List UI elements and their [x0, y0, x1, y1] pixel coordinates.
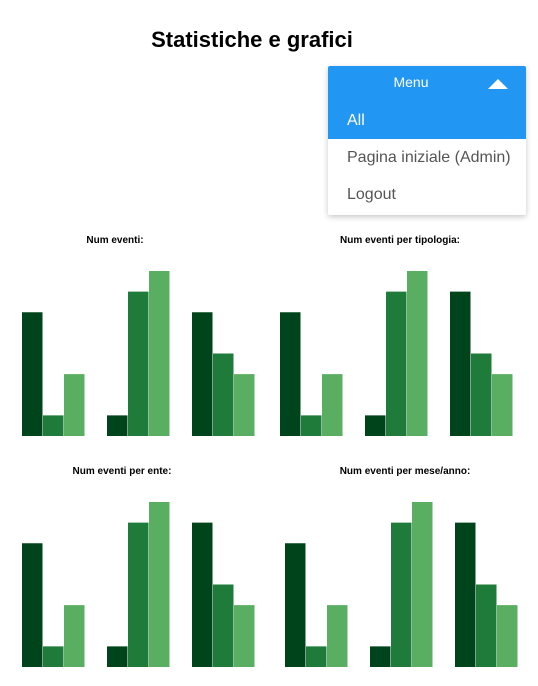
- dropdown-menu: Menu All Pagina iniziale (Admin) Logout: [328, 66, 526, 215]
- caret-up-icon: [488, 79, 508, 89]
- chart-bar: [43, 415, 64, 436]
- chart-bar: [213, 584, 234, 667]
- chart-num-eventi: Num eventi:: [12, 234, 272, 449]
- menu-item-all[interactable]: All: [328, 102, 526, 139]
- chart-bar: [128, 522, 149, 667]
- chart-bar: [386, 291, 407, 436]
- chart-bar: [107, 646, 128, 667]
- chart-bar: [306, 646, 327, 667]
- chart-title: Num eventi per tipologia:: [339, 235, 460, 246]
- chart-bar: [43, 646, 64, 667]
- chart-title: Num eventi per mese/anno:: [339, 466, 471, 477]
- chart-title: Num eventi per ente:: [72, 466, 172, 477]
- chart-bar: [391, 522, 412, 667]
- chart-bar: [365, 415, 386, 436]
- chart-bar: [192, 312, 213, 436]
- menu-item-pagina-iniziale[interactable]: Pagina iniziale (Admin): [347, 149, 511, 166]
- chart-bar: [234, 374, 255, 436]
- chart-bar: [234, 605, 255, 667]
- chart-num-eventi-per-mese-anno: Num eventi per mese/anno:: [270, 465, 530, 680]
- chart-bar: [107, 415, 128, 436]
- chart-num-eventi-per-ente: Num eventi per ente:: [12, 465, 272, 680]
- chart-bar: [322, 374, 343, 436]
- chart-num-eventi-per-tipologia: Num eventi per tipologia:: [270, 234, 530, 449]
- chart-bar: [476, 584, 497, 667]
- chart-bar: [327, 605, 348, 667]
- page-title: Statistiche e grafici: [151, 27, 353, 52]
- chart-bar: [128, 291, 149, 436]
- chart-bar: [492, 374, 513, 436]
- chart-bar: [22, 543, 43, 667]
- chart-svg: [285, 502, 518, 667]
- chart-bar: [22, 312, 43, 436]
- chart-bar: [213, 353, 234, 436]
- chart-bar: [450, 291, 471, 436]
- chart-bar: [497, 605, 518, 667]
- chart-bar: [471, 353, 492, 436]
- chart-bar: [149, 502, 170, 667]
- chart-bar: [280, 312, 301, 436]
- chart-title: Num eventi:: [86, 235, 144, 246]
- chart-bar: [64, 374, 85, 436]
- chart-bar: [64, 605, 85, 667]
- menu-toggle-button[interactable]: Menu: [328, 66, 526, 102]
- chart-svg: [22, 271, 255, 436]
- chart-bar: [455, 522, 476, 667]
- chart-bar: [149, 271, 170, 436]
- menu-toggle-label: Menu: [393, 74, 429, 90]
- menu-items: All Pagina iniziale (Admin) Logout: [328, 102, 526, 215]
- chart-svg: [22, 502, 255, 667]
- chart-bar: [301, 415, 322, 436]
- chart-bar: [192, 522, 213, 667]
- chart-svg: [280, 271, 513, 436]
- chart-bar: [285, 543, 306, 667]
- chart-bar: [407, 271, 428, 436]
- chart-bar: [412, 502, 433, 667]
- menu-item-logout[interactable]: Logout: [347, 186, 396, 203]
- chart-bar: [370, 646, 391, 667]
